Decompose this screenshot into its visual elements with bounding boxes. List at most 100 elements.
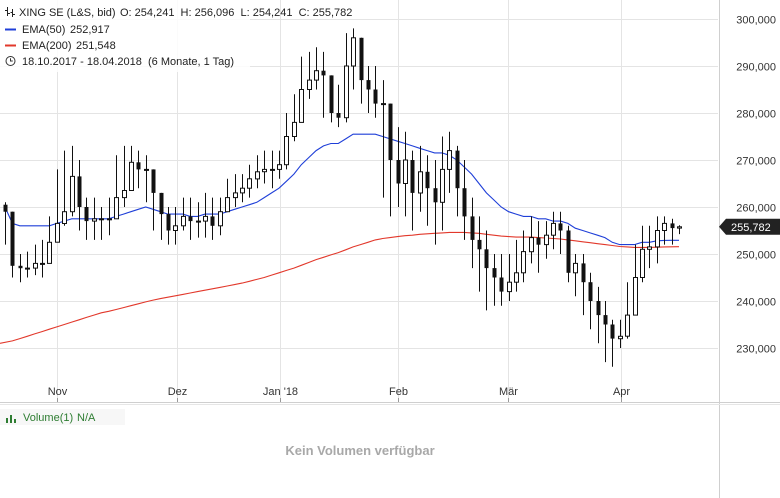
candle-body-down [10, 211, 15, 266]
candle-body-down [499, 277, 504, 292]
candle-body-up [625, 314, 630, 337]
candle [566, 225, 571, 283]
candle [507, 254, 512, 301]
candle [18, 254, 23, 283]
candle-body-up [99, 218, 104, 221]
candle-body-down [670, 223, 675, 229]
candle [3, 202, 8, 245]
candle [166, 207, 171, 245]
candle-body-up [70, 175, 75, 213]
candle [321, 51, 326, 118]
candle [359, 37, 364, 104]
y-tick-label: 250,000 [736, 250, 776, 262]
candle-body-down [581, 263, 586, 283]
candle [151, 169, 156, 231]
legend-date-range: 18.10.2017 - 18.04.2018 [22, 56, 142, 68]
x-tick-label: Dez [168, 386, 188, 398]
candle [521, 230, 526, 283]
legend-instrument: XING SE (L&S, bid) [19, 7, 116, 19]
candle [655, 216, 660, 264]
candle-body-up [284, 136, 289, 166]
candle [381, 80, 386, 198]
candle-body-up [529, 237, 534, 253]
candle [47, 216, 52, 264]
candle-body-up [25, 267, 30, 270]
candle [425, 155, 430, 226]
x-tick-label: Mär [499, 386, 518, 398]
legend-ohlc: O: 254,241 H: 256,096 L: 254,241 C: 255,… [120, 7, 352, 19]
candle-body-up [47, 241, 52, 264]
candle [159, 192, 164, 240]
candle [470, 197, 475, 269]
candle-body-down [477, 239, 482, 250]
candle-body-down [396, 160, 401, 184]
ema50-line [4, 133, 679, 246]
candle-body-up [381, 103, 386, 106]
candle [366, 66, 371, 113]
candle-body-up [240, 187, 245, 194]
ema200-line [0, 231, 680, 344]
ema50-legend-value: 252,917 [70, 24, 110, 36]
candle-body-down [136, 162, 141, 170]
ema200-legend-label: EMA(200) [22, 40, 72, 52]
candle-body-up [225, 197, 230, 213]
candle [588, 272, 593, 330]
candle-body-down [329, 75, 334, 113]
candle [499, 254, 504, 306]
x-tick-label: Nov [48, 386, 68, 398]
candle-body-up [344, 65, 349, 119]
candle-body-up [521, 251, 526, 274]
candle [455, 145, 460, 217]
candle [388, 103, 393, 217]
candle [218, 197, 223, 236]
candle-body-up [440, 168, 445, 203]
candle-body-up [218, 211, 223, 227]
candle [270, 150, 275, 189]
candle-body-up [544, 234, 549, 246]
candle-body-down [159, 192, 164, 215]
candle [618, 319, 623, 348]
candle [84, 197, 89, 240]
y-tick-label: 230,000 [736, 344, 776, 356]
candle-body-down [470, 216, 475, 240]
candle-body-up [277, 164, 282, 170]
candle [610, 319, 615, 367]
candle [581, 254, 586, 316]
no-volume-message: Kein Volumen verfügbar [285, 443, 434, 458]
candle-body-up [196, 220, 201, 223]
candle [233, 174, 238, 207]
candle-body-down [366, 80, 371, 90]
candle-body-down [166, 214, 171, 231]
candle [284, 113, 289, 170]
last-price-tag: 255,782 [719, 218, 780, 235]
candle [188, 197, 193, 240]
candle-body-up [114, 197, 119, 220]
candle [77, 160, 82, 231]
candle-body-down [536, 237, 541, 245]
candle [440, 136, 445, 231]
candle [433, 160, 438, 245]
y-tick-label: 290,000 [736, 62, 776, 74]
candle-body-down [566, 230, 571, 273]
candle [314, 47, 319, 90]
candle [114, 155, 119, 220]
candle-body-up [403, 159, 408, 184]
candle-body-up [640, 248, 645, 279]
candle [129, 145, 134, 192]
candle [536, 221, 541, 273]
candle-body-down [603, 315, 608, 325]
candle [558, 211, 563, 254]
candle-body-up [129, 161, 134, 192]
candle-body-up [351, 37, 356, 67]
candle-body-up [270, 168, 275, 171]
candle-body-down [588, 282, 593, 301]
candle-body-up [144, 168, 149, 171]
candle [99, 207, 104, 240]
candle-body-down [77, 176, 82, 207]
candle-body-up [107, 218, 112, 221]
y-tick-label: 300,000 [736, 15, 776, 27]
volume-label: Volume(1) [23, 412, 73, 424]
candle [203, 192, 208, 238]
candle [403, 131, 408, 217]
